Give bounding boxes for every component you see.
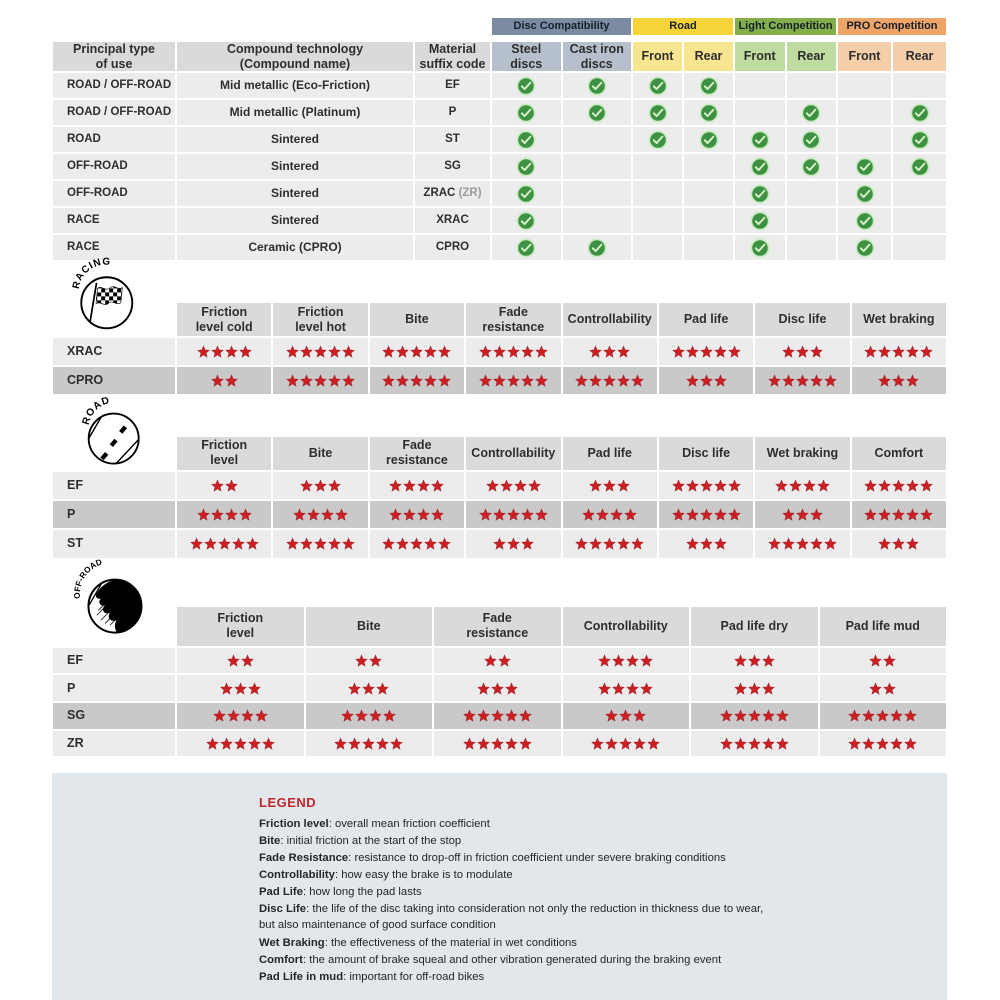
svg-text:RACING: RACING xyxy=(71,257,111,290)
